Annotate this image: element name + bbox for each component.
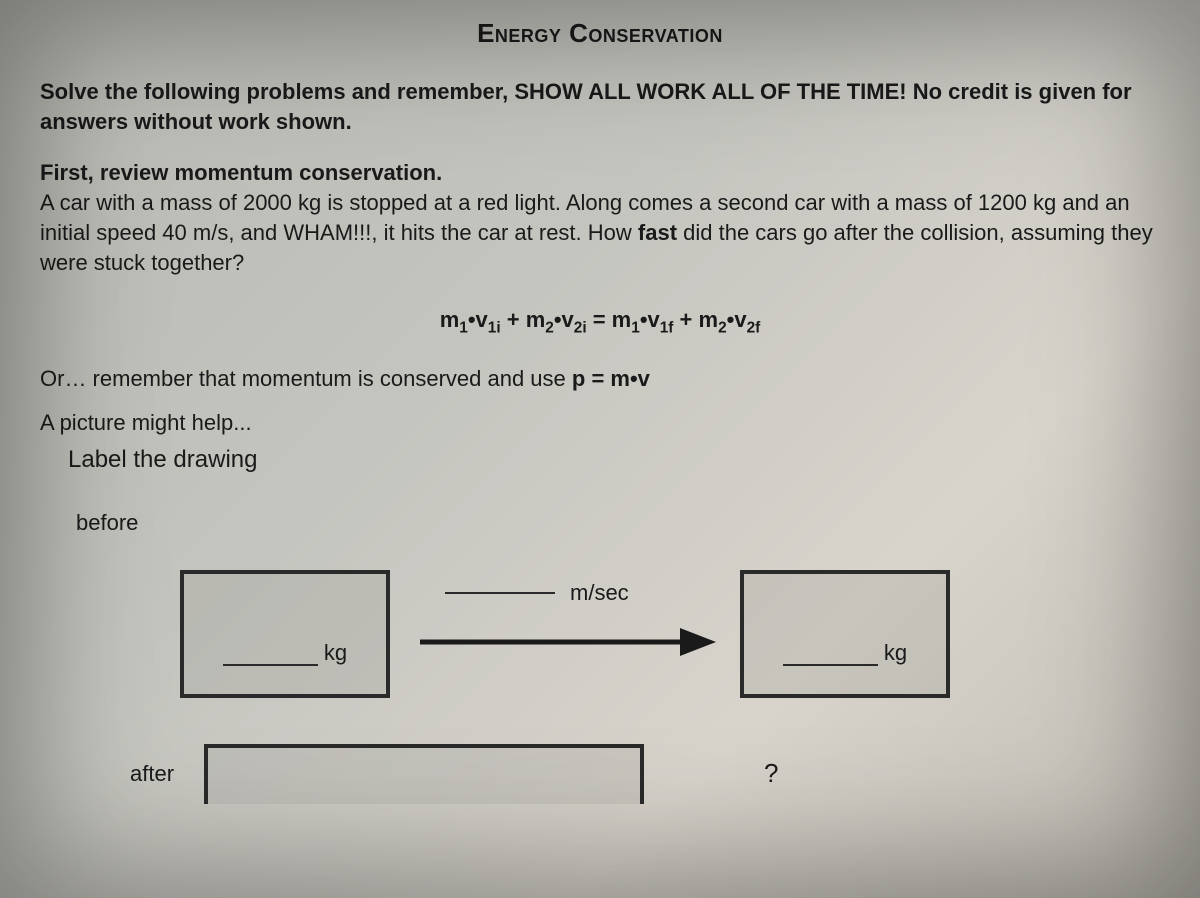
review-heading: First, review momentum conservation. xyxy=(40,160,1160,186)
page-title: Energy Conservation xyxy=(40,18,1160,49)
arrow-zone: m/sec xyxy=(390,574,730,694)
instructions: Solve the following problems and remembe… xyxy=(40,77,1160,136)
problem-text: A car with a mass of 2000 kg is stopped … xyxy=(40,188,1160,277)
mass-blank-right[interactable] xyxy=(783,642,878,666)
momentum-equation: m1•v1i + m2•v2i = m1•v1f + m2•v2f xyxy=(40,307,1160,337)
before-diagram: kg m/sec kg xyxy=(180,564,1160,704)
after-label: after xyxy=(130,761,174,787)
kg-unit-left: kg xyxy=(324,640,347,666)
kg-unit-right: kg xyxy=(884,640,907,666)
arrow-icon xyxy=(420,622,720,662)
car-box-right: kg xyxy=(740,570,950,698)
before-label: before xyxy=(76,510,1160,536)
after-diagram: after ? xyxy=(130,744,1160,804)
picture-help: A picture might help... xyxy=(40,410,1160,436)
combined-car-box xyxy=(204,744,644,804)
instructions-lead: Solve the following problems and remembe… xyxy=(40,79,514,104)
or-line: Or… remember that momentum is conserved … xyxy=(40,366,1160,392)
car-box-left: kg xyxy=(180,570,390,698)
problem-bold: fast xyxy=(638,220,677,245)
label-drawing: Label the drawing xyxy=(68,446,1160,474)
msec-unit: m/sec xyxy=(570,580,629,606)
or-line-text: Or… remember that momentum is conserved … xyxy=(40,366,572,391)
question-mark: ? xyxy=(764,758,778,789)
mass-blank-left[interactable] xyxy=(223,642,318,666)
or-line-formula: p = m•v xyxy=(572,366,650,391)
speed-blank[interactable] xyxy=(445,592,555,594)
